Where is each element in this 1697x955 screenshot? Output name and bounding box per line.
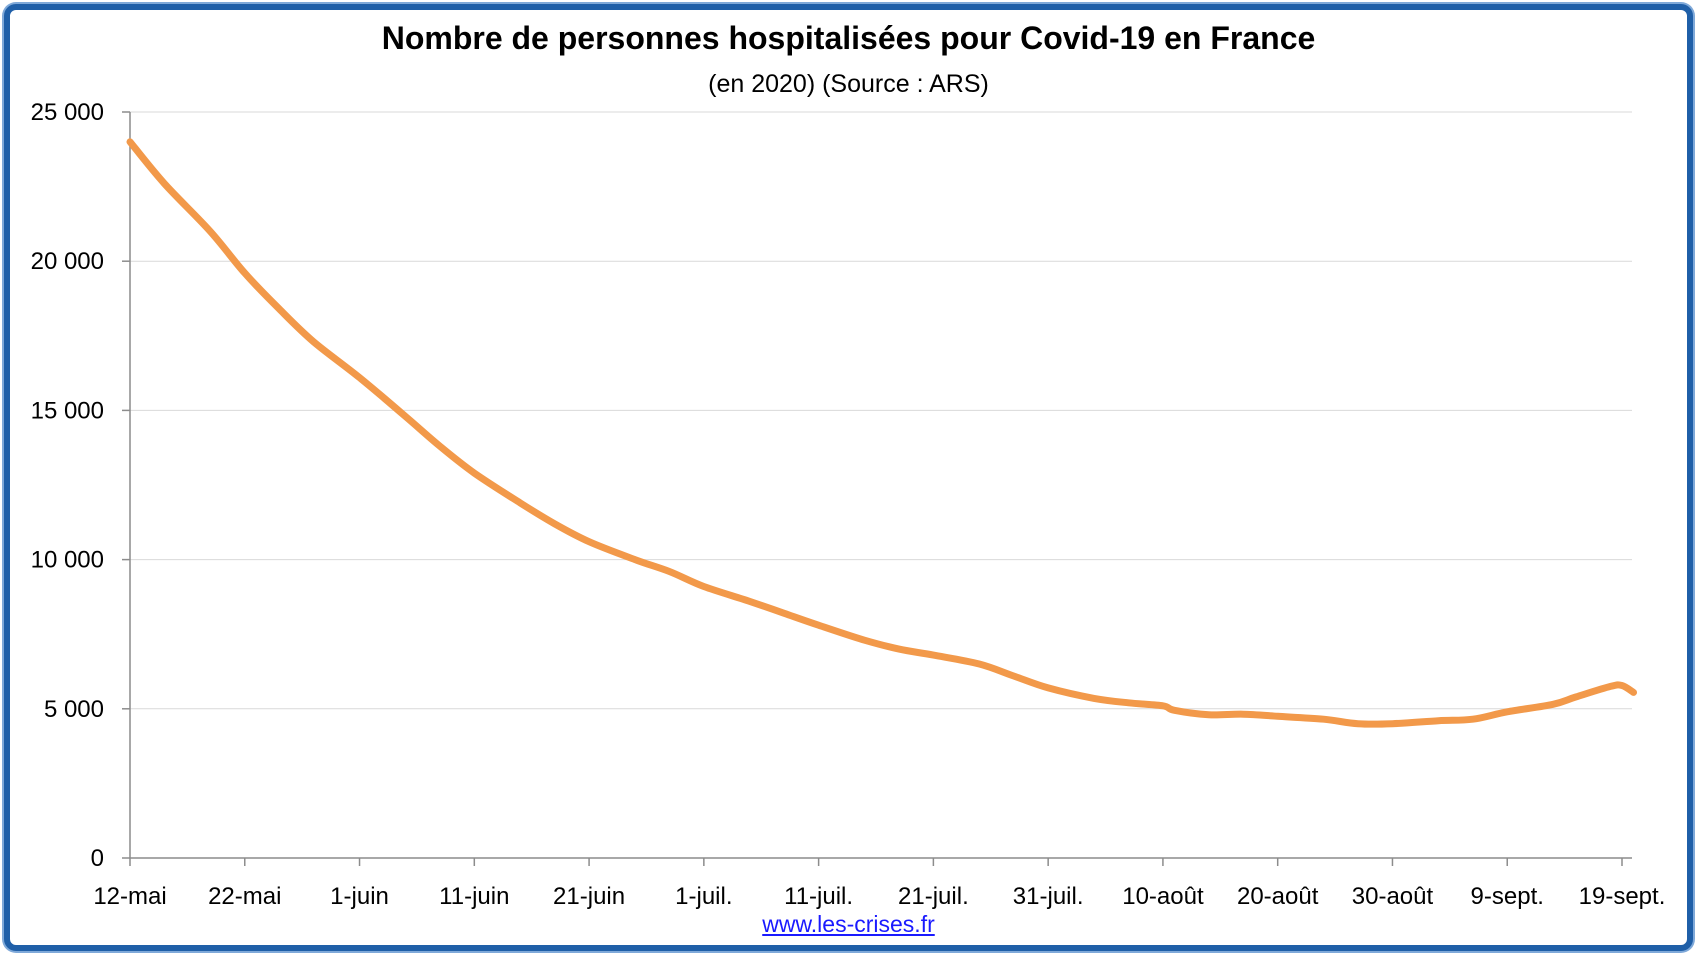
x-tick-label: 1-juin — [330, 883, 389, 910]
y-tick-label: 5 000 — [44, 696, 104, 723]
x-tick-labels: 12-mai 22-mai 1-juin 11-juin 21-juin 1-juil. 1… — [93, 883, 1665, 910]
source-link[interactable]: www.les-crises.fr — [762, 911, 935, 937]
series-layer — [126, 138, 1637, 728]
series-line-hospitalisations — [126, 138, 1637, 728]
x-tick-label: 19-sept. — [1579, 883, 1666, 910]
x-tick-label: 11-juin — [439, 883, 509, 910]
x-tick-label: 9-sept. — [1471, 883, 1544, 910]
y-tick-label: 20 000 — [31, 248, 104, 275]
x-tick-label: 22-mai — [208, 883, 281, 910]
axes — [122, 111, 1632, 866]
x-tick-label: 30-août — [1352, 883, 1434, 910]
chart-frame — [4, 4, 1693, 951]
x-tick-label: 12-mai — [93, 883, 166, 910]
gridlines — [130, 111, 1632, 710]
y-tick-label: 25 000 — [31, 99, 104, 126]
x-tick-label: 1-juil. — [675, 883, 732, 910]
x-tick-label: 31-juil. — [1013, 883, 1084, 910]
chart-subtitle: (en 2020) (Source : ARS) — [708, 70, 989, 98]
x-tick-label: 21-juin — [553, 883, 625, 910]
y-tick-label: 10 000 — [31, 547, 104, 574]
y-tick-label: 0 — [91, 845, 104, 872]
x-tick-label: 10-août — [1122, 883, 1204, 910]
x-tick-label: 11-juil. — [784, 883, 853, 910]
source-link-container: www.les-crises.fr — [0, 911, 1697, 938]
y-tick-labels: 0 5 000 10 000 15 000 20 000 25 000 — [31, 99, 104, 872]
x-tick-label: 20-août — [1237, 883, 1319, 910]
y-tick-label: 15 000 — [31, 397, 104, 424]
x-tick-label: 21-juil. — [898, 883, 969, 910]
chart-title: Nombre de personnes hospitalisées pour C… — [381, 20, 1316, 56]
